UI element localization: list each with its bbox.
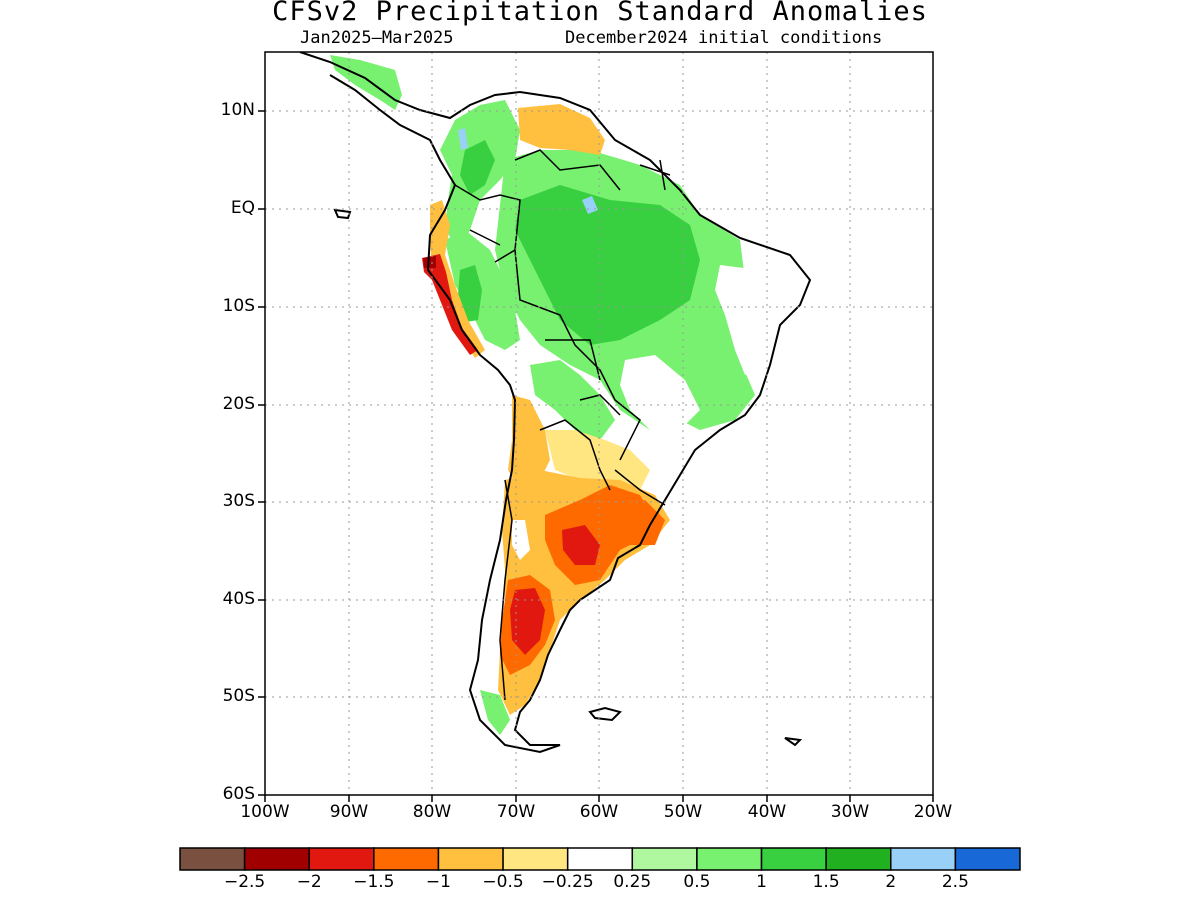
colorbar-label: −2.5 (223, 872, 266, 892)
anomaly-argentina-red (562, 525, 600, 565)
chart-title: CFSv2 Precipitation Standard Anomalies (272, 0, 928, 27)
anomaly-shading (330, 55, 790, 735)
anomaly-central-america-green (330, 55, 402, 110)
colorbar-swatch-9 (760, 847, 827, 871)
lon-label: 30W (830, 802, 870, 822)
colorbar-label: 2 (885, 872, 897, 892)
anomaly-tierra-green (480, 690, 510, 735)
galapagos (333, 208, 352, 220)
lat-label: 10N (220, 100, 255, 120)
lon-label: 90W (329, 802, 369, 822)
anomaly-bolivia-green (530, 360, 615, 440)
colorbar-label: 1 (756, 872, 767, 892)
colorbar-label: 0.5 (683, 872, 711, 892)
anomaly-colombia-blue (458, 128, 468, 150)
anomaly-amazon-dark (515, 185, 700, 345)
lat-label: 50S (222, 686, 255, 706)
lat-label: EQ (230, 198, 255, 218)
anomaly-northwest-dark-green (460, 140, 495, 195)
borders (454, 149, 671, 701)
anomaly-peru-coast-orange (430, 200, 485, 358)
lat-label: 10S (222, 296, 255, 316)
colorbar-label: −0.5 (482, 872, 524, 892)
valid-period: Jan2025–Mar2025 (300, 28, 454, 48)
anomaly-brazil-central-white (620, 355, 700, 430)
colorbar-label: 1.5 (812, 872, 840, 892)
anomaly-peru-dark (458, 265, 482, 322)
falkland-islands (588, 706, 622, 722)
colorbar-label: −1.5 (353, 872, 395, 892)
colorbar-swatch-8 (696, 847, 763, 871)
colorbar-label: 2.5 (941, 872, 969, 892)
colorbar-swatch-10 (825, 847, 892, 871)
lat-label: 30S (222, 491, 255, 511)
continent-outline (299, 52, 812, 754)
colorbar-label: 0.25 (613, 872, 652, 892)
colorbar-label: −0.25 (541, 872, 594, 892)
colorbar-label: −2 (296, 872, 322, 892)
anomaly-peru-green (445, 230, 520, 350)
lon-label: 100W (240, 802, 290, 822)
colorbar-swatch-1 (243, 847, 310, 871)
lat-label: 20S (222, 394, 255, 414)
lon-label: 40W (747, 802, 787, 822)
anomaly-nebrazil-white (715, 265, 790, 375)
lon-label: 60W (579, 802, 619, 822)
colorbar-swatch-6 (566, 847, 634, 871)
colorbar-swatch-0 (179, 847, 246, 871)
colorbar-swatch-3 (373, 847, 440, 871)
axis-ticks (258, 110, 934, 802)
colorbar-swatch-7 (631, 847, 698, 871)
south-georgia (784, 737, 803, 747)
colorbar-label: −1 (425, 872, 451, 892)
colorbar-swatch-11 (890, 847, 957, 871)
colorbar-swatch-5 (502, 847, 569, 871)
initial-conditions: December2024 initial conditions (565, 28, 883, 48)
graticule (265, 52, 933, 795)
colorbar-swatch-12 (954, 847, 1021, 871)
colorbar-swatch-4 (437, 847, 504, 871)
lon-label: 80W (412, 802, 452, 822)
lat-label: 60S (222, 784, 255, 804)
anomaly-chile-north-orange (508, 395, 550, 490)
colorbar-swatch-2 (308, 847, 375, 871)
anomaly-uruguay-orange (615, 500, 665, 545)
lat-label: 40S (222, 589, 255, 609)
map-area (299, 52, 812, 754)
anomaly-patagonia-red (510, 588, 545, 655)
anomaly-peru-coast-darkred (423, 256, 436, 268)
lon-label: 20W (913, 802, 953, 822)
lon-label: 70W (496, 802, 536, 822)
coastlines-borders (299, 52, 812, 754)
lon-label: 50W (663, 802, 703, 822)
colorbar (179, 847, 1021, 871)
anomaly-venezuela-orange (518, 104, 605, 155)
